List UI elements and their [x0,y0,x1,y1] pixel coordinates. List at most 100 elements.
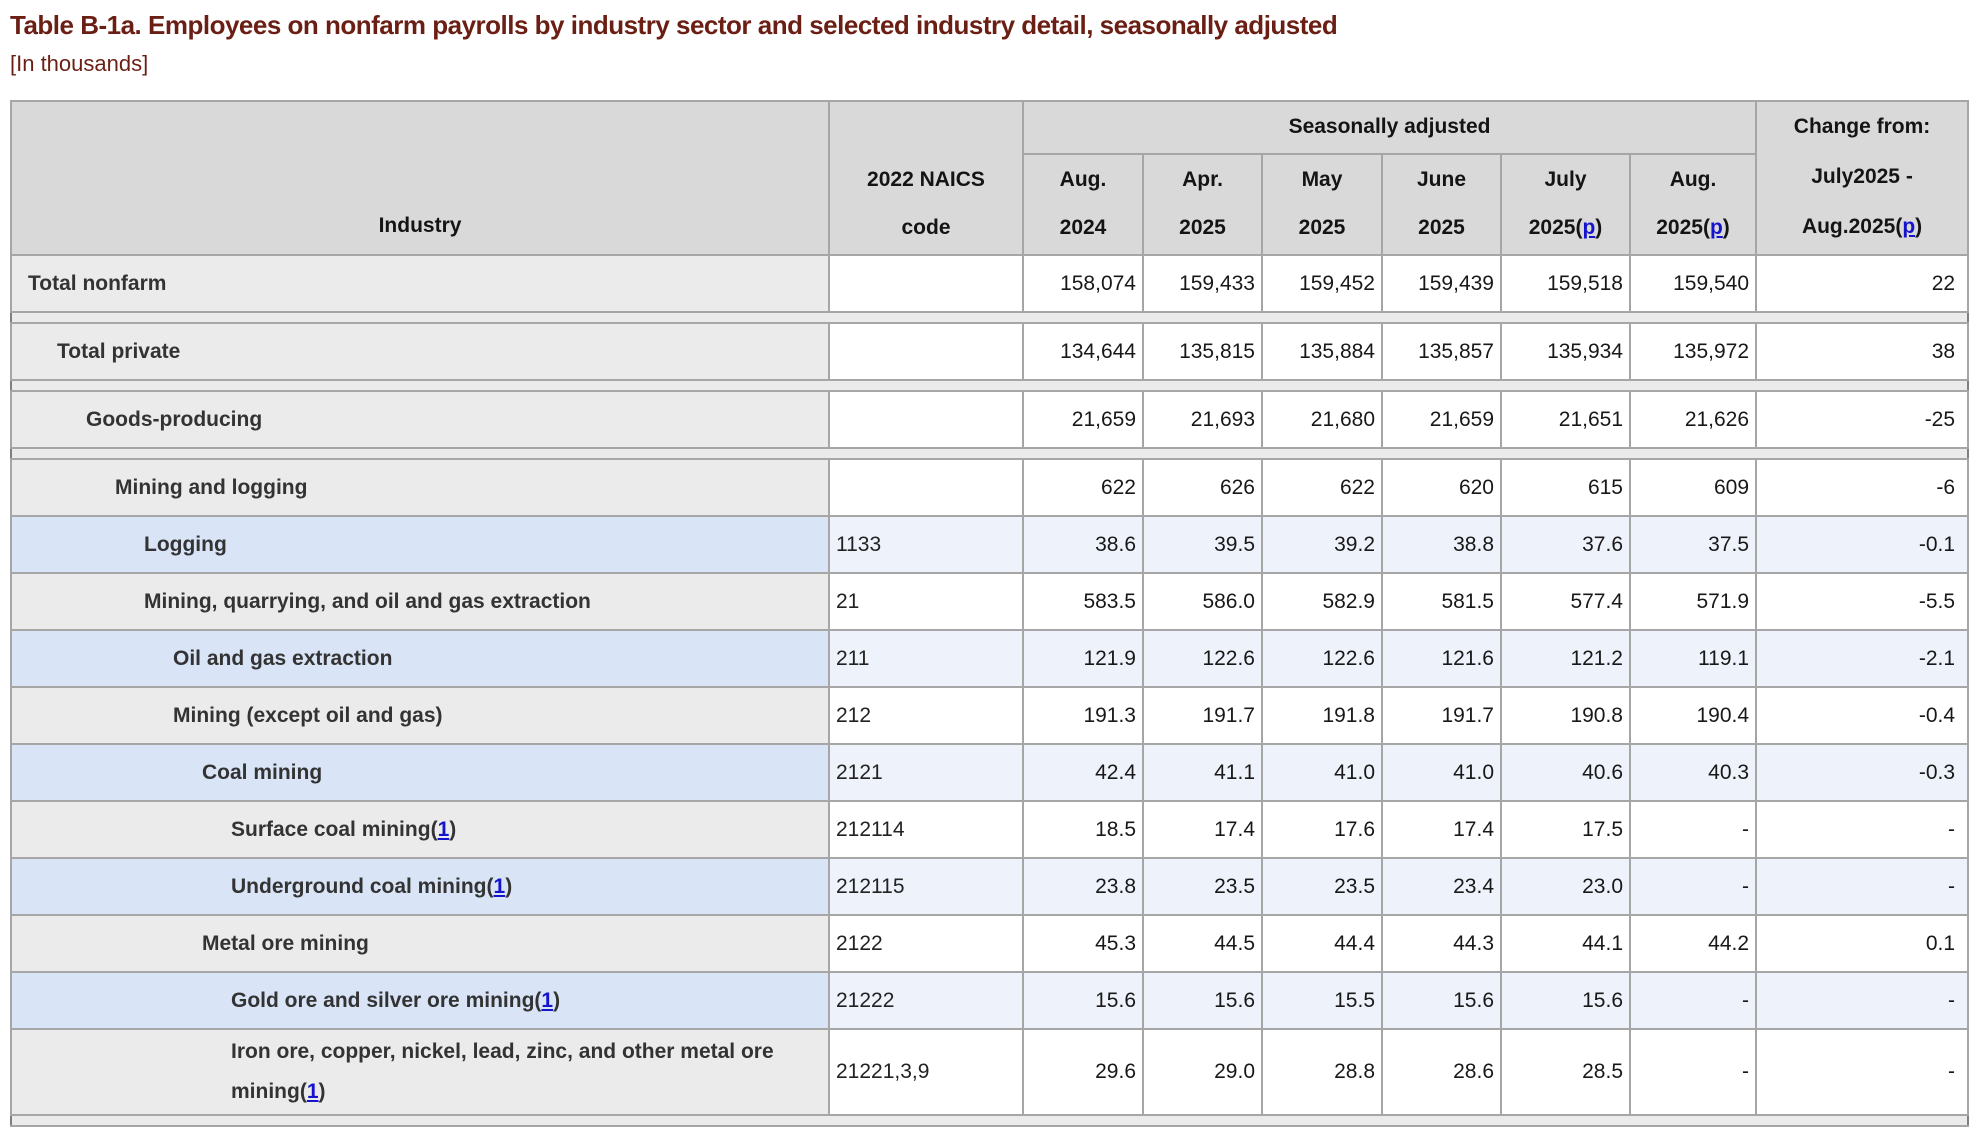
value-cell: 191.3 [1022,686,1144,745]
value-cell: 23.5 [1261,857,1383,916]
value-cell: 135,972 [1628,322,1758,381]
change-value-cell: - [1755,1028,1970,1116]
value-cell: 28.8 [1261,1028,1383,1116]
naics-cell: 212114 [828,800,1024,859]
footnote-link[interactable]: 1 [306,1080,319,1103]
naics-cell: 212115 [828,857,1024,916]
payroll-table: Industry 2022 NAICS code Seasonally adju… [9,100,1970,1127]
industry-cell: Mining, quarrying, and oil and gas extra… [10,572,830,631]
industry-cell: Total nonfarm [10,254,830,313]
industry-cell: Coal mining [10,743,830,802]
change-value-cell: - [1755,857,1970,916]
value-cell: 42.4 [1022,743,1144,802]
value-cell: 135,934 [1500,322,1631,381]
separator-cell [9,1114,1970,1127]
value-cell: 21,651 [1500,390,1631,449]
table-row: Mining, quarrying, and oil and gas extra… [10,572,1970,631]
separator-row [9,379,1970,392]
value-cell: - [1628,857,1758,916]
value-cell: 577.4 [1500,572,1631,631]
value-cell: 119.1 [1628,629,1758,688]
value-cell: 41.0 [1381,743,1502,802]
value-cell: 17.4 [1142,800,1263,859]
value-cell: 15.6 [1142,971,1263,1030]
value-cell: 191.7 [1381,686,1502,745]
industry-column-header: Industry [10,100,830,256]
value-cell: 44.5 [1142,914,1263,973]
value-cell: 23.8 [1022,857,1144,916]
value-cell: 44.1 [1500,914,1631,973]
value-cell: 21,659 [1022,390,1144,449]
naics-column-header: 2022 NAICS code [828,100,1024,256]
value-cell: 15.6 [1500,971,1631,1030]
column-header-may-2025: May 2025 [1261,153,1383,256]
seasonally-adjusted-header: Seasonally adjusted [1021,100,1758,155]
value-cell: 571.9 [1628,572,1758,631]
value-cell: 134,644 [1022,322,1144,381]
table-row: Total nonfarm 158,074 159,433 159,452 159,43… [10,254,1970,313]
naics-cell: 21221,3,9 [828,1028,1024,1116]
value-cell: 28.5 [1500,1028,1631,1116]
value-cell: 622 [1022,458,1144,517]
value-cell: 15.6 [1022,971,1144,1030]
table-row: Logging 1133 38.6 39.5 39.2 38.8 37.6 37.5 -0.1 [10,515,1970,574]
industry-cell: Goods-producing [10,390,830,449]
naics-cell: 21222 [828,971,1024,1030]
value-cell: 620 [1381,458,1502,517]
value-cell: 159,540 [1628,254,1758,313]
value-cell: 40.6 [1500,743,1631,802]
table-row: Underground coal mining(1) 212115 23.8 23.5… [10,857,1970,916]
column-header-aug-2025: Aug. 2025(p) [1628,153,1758,256]
table-title: Table B-1a. Employees on nonfarm payroll… [10,10,1338,40]
naics-cell: 1133 [828,515,1024,574]
value-cell: 121.2 [1500,629,1631,688]
change-header-line2: July2025 - [1811,165,1913,188]
value-cell: 44.2 [1628,914,1758,973]
value-cell: 135,884 [1261,322,1383,381]
table-row: Coal mining 2121 42.4 41.1 41.0 41.0 40.6 40.3-… [10,743,1970,802]
industry-cell: Underground coal mining(1) [10,857,830,916]
prelim-footnote-link[interactable]: p [1902,215,1916,238]
value-cell: 121.6 [1381,629,1502,688]
value-cell: 159,518 [1500,254,1631,313]
footnote-link[interactable]: 1 [437,817,450,841]
value-cell: 17.6 [1261,800,1383,859]
value-cell: 21,626 [1628,390,1758,449]
value-cell: 38.8 [1381,515,1502,574]
change-value-cell: -2.1 [1755,629,1970,688]
value-cell: 23.0 [1500,857,1631,916]
header-row-months: Aug. 2024 Apr. 2025 May 2025 June 2025 July 2025(… [11,153,1968,256]
naics-cell: 21 [828,572,1024,631]
naics-cell: 2122 [828,914,1024,973]
value-cell: 159,452 [1261,254,1383,313]
value-cell: 582.9 [1261,572,1383,631]
industry-cell: Gold ore and silver ore mining(1) [10,971,830,1030]
value-cell: 21,659 [1381,390,1502,449]
prelim-footnote-link[interactable]: p [1582,216,1596,239]
value-cell: 121.9 [1022,629,1144,688]
separator-row [9,311,1970,324]
footnote-link[interactable]: 1 [493,874,506,898]
value-cell: - [1628,800,1758,859]
change-value-cell: -6 [1755,458,1970,517]
naics-cell [828,458,1024,517]
table-row: Iron ore, copper, nickel, lead, zinc, an… [10,1028,1970,1116]
separator-row [9,447,1970,460]
value-cell: 38.6 [1022,515,1144,574]
value-cell: 23.4 [1381,857,1502,916]
value-cell: 158,074 [1022,254,1144,313]
value-cell: 41.0 [1261,743,1383,802]
industry-cell: Oil and gas extraction [10,629,830,688]
footnote-link[interactable]: 1 [541,988,554,1012]
prelim-footnote-link[interactable]: p [1709,216,1723,239]
change-value-cell: 22 [1755,254,1970,313]
change-header-line3-text: Aug.2025 [1801,215,1896,238]
value-cell: 39.2 [1261,515,1383,574]
value-cell: 190.8 [1500,686,1631,745]
industry-cell: Surface coal mining(1) [10,800,830,859]
value-cell: 41.1 [1142,743,1263,802]
table-row: Goods-producing 21,659 21,693 21,680 21,659 2… [10,390,1970,449]
table-row: Mining and logging 622 626 622 620 615 609 -6 [10,458,1970,517]
value-cell: - [1628,1028,1758,1116]
industry-cell: Logging [10,515,830,574]
